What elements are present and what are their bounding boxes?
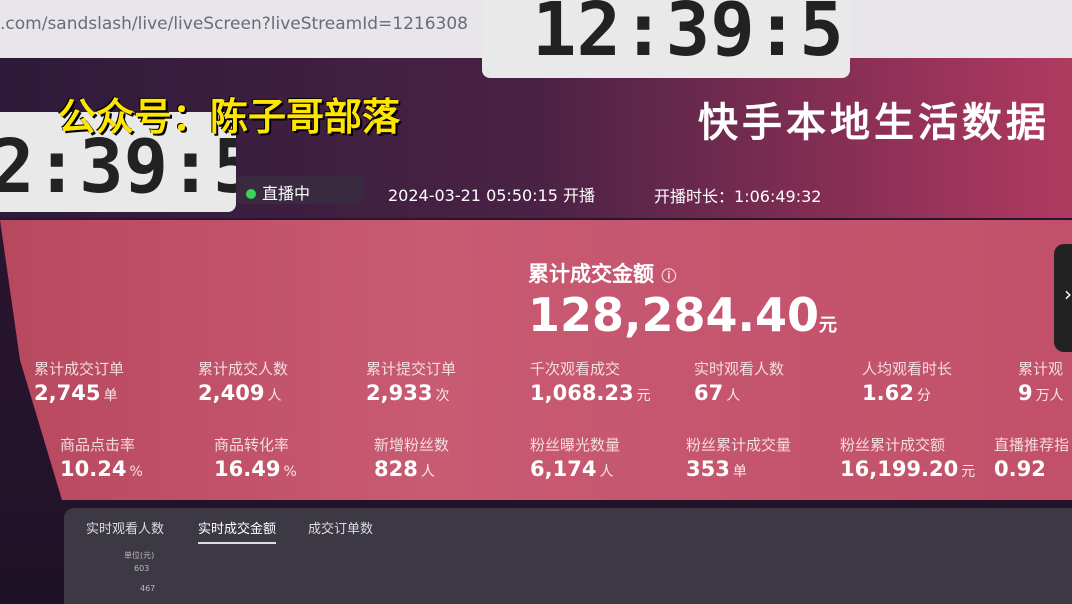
- tab-realtime-viewers[interactable]: 实时观看人数: [86, 522, 165, 537]
- y-axis-unit: 单位(元): [124, 551, 155, 560]
- metric-label: 商品转化率: [214, 436, 290, 454]
- metric-card: 新增粉丝数 828 人: [374, 434, 449, 481]
- y-axis-tick: 467: [140, 584, 156, 593]
- metric-label: 直播推荐指: [994, 436, 1070, 454]
- total-gmv-value: 128,284.40元: [528, 288, 837, 342]
- metric-number: 67: [694, 381, 724, 405]
- metric-value: 9 万人: [1018, 381, 1064, 405]
- metric-unit: 人: [420, 464, 435, 480]
- total-gmv-number: 128,284.40: [528, 288, 820, 342]
- metric-value: 10.24%: [60, 457, 143, 481]
- metric-card: 千次观看成交 1,068.23 元: [530, 358, 651, 405]
- metric-unit: 人: [726, 388, 741, 404]
- metric-unit: 分: [916, 388, 931, 404]
- metrics-panel: [0, 220, 1072, 500]
- side-panel-toggle[interactable]: ›: [1054, 244, 1072, 352]
- metric-card: 粉丝累计成交量 353 单: [686, 434, 791, 481]
- metric-card: 实时观看人数 67 人: [694, 358, 784, 405]
- metric-value: 67 人: [694, 381, 784, 405]
- metric-card: 粉丝曝光数量 6,174 人: [530, 434, 620, 481]
- metric-card: 累计成交订单 2,745 单: [34, 358, 124, 405]
- metric-card: 累计观 9 万人: [1018, 358, 1064, 405]
- metric-label: 人均观看时长: [862, 360, 953, 378]
- metric-number: 16,199.20: [840, 457, 959, 481]
- metric-number: 353: [686, 457, 730, 481]
- live-duration: 开播时长：1:06:49:32: [654, 183, 821, 207]
- metric-unit: 元: [961, 464, 976, 480]
- metric-number: 828: [374, 457, 418, 481]
- total-gmv-unit: 元: [819, 315, 838, 336]
- metric-label: 累计成交订单: [34, 360, 125, 378]
- metric-label: 实时观看人数: [694, 360, 785, 378]
- metric-unit: 次: [435, 388, 450, 404]
- metric-number: 10.24: [60, 457, 127, 481]
- metric-value: 353 单: [686, 457, 791, 481]
- metric-card: 人均观看时长 1.62 分: [862, 358, 952, 405]
- tab-realtime-gmv[interactable]: 实时成交金额: [198, 518, 277, 544]
- tab-order-count[interactable]: 成交订单数: [308, 522, 374, 537]
- live-status-text: 直播中: [262, 184, 311, 203]
- metric-unit: 万人: [1035, 388, 1064, 404]
- duration-label: 开播时长：: [654, 187, 735, 206]
- metric-value: 0.92: [994, 457, 1069, 481]
- metric-card: 直播推荐指 0.92: [994, 434, 1069, 481]
- metric-label: 千次观看成交: [530, 360, 621, 378]
- metric-unit: %: [283, 464, 297, 480]
- metric-label: 累计观: [1018, 360, 1064, 378]
- metric-number: 16.49: [214, 457, 281, 481]
- metric-unit: 元: [636, 388, 651, 404]
- live-dot-icon: [246, 189, 256, 199]
- clock-overlay-top: 12:39:51: [482, 0, 850, 78]
- metric-number: 9: [1018, 381, 1033, 405]
- metric-value: 16,199.20 元: [840, 457, 975, 481]
- metric-number: 1.62: [862, 381, 914, 405]
- metric-value: 6,174 人: [530, 457, 620, 481]
- metric-card: 商品转化率 16.49%: [214, 434, 297, 481]
- metric-label: 粉丝累计成交额: [840, 436, 946, 454]
- total-gmv-label: 累计成交金额 ⓘ: [528, 258, 676, 288]
- metric-unit: 人: [267, 388, 282, 404]
- metric-unit: 人: [599, 464, 614, 480]
- duration-value: 1:06:49:32: [734, 187, 822, 206]
- dashboard-title: 快手本地生活数据: [698, 99, 1050, 146]
- metric-label: 累计成交人数: [198, 360, 289, 378]
- clock-overlay-left: 2:39:51: [0, 112, 236, 212]
- metric-label: 商品点击率: [60, 436, 136, 454]
- metric-number: 0.92: [994, 457, 1046, 481]
- question-circle-icon[interactable]: ⓘ: [661, 267, 677, 285]
- metric-unit: 单: [732, 464, 747, 480]
- metric-value: 1,068.23 元: [530, 381, 651, 405]
- metric-card: 累计成交人数 2,409 人: [198, 358, 288, 405]
- metric-value: 2,745 单: [34, 381, 124, 405]
- metric-label: 粉丝累计成交量: [686, 436, 792, 454]
- url-text: .com/sandslash/live/liveScreen?liveStrea…: [0, 14, 468, 34]
- metric-value: 2,933 次: [366, 381, 456, 405]
- metric-number: 6,174: [530, 457, 597, 481]
- metric-number: 2,409: [198, 381, 265, 405]
- metric-label: 累计提交订单: [366, 360, 457, 378]
- total-gmv-label-text: 累计成交金额: [528, 262, 654, 286]
- metric-number: 2,745: [34, 381, 101, 405]
- metric-number: 2,933: [366, 381, 433, 405]
- start-time: 2024-03-21 05:50:15 开播: [388, 186, 596, 205]
- metric-value: 828 人: [374, 457, 449, 481]
- metric-value: 1.62 分: [862, 381, 952, 405]
- metric-number: 1,068.23: [530, 381, 634, 405]
- metric-label: 粉丝曝光数量: [530, 436, 621, 454]
- y-axis-tick: 603: [134, 564, 150, 573]
- watermark: 公众号：陈子哥部落: [58, 95, 401, 139]
- trend-chart: 实时观看人数 实时成交金额 成交订单数 单位(元) 603 467: [64, 508, 1072, 604]
- metric-value: 2,409 人: [198, 381, 288, 405]
- metric-card: 累计提交订单 2,933 次: [366, 358, 456, 405]
- metric-unit: 单: [103, 388, 118, 404]
- metric-label: 新增粉丝数: [374, 436, 450, 454]
- live-status-badge: 直播中: [236, 176, 364, 204]
- metric-value: 16.49%: [214, 457, 297, 481]
- metric-card: 粉丝累计成交额 16,199.20 元: [840, 434, 975, 481]
- metric-card: 商品点击率 10.24%: [60, 434, 143, 481]
- metric-unit: %: [129, 464, 143, 480]
